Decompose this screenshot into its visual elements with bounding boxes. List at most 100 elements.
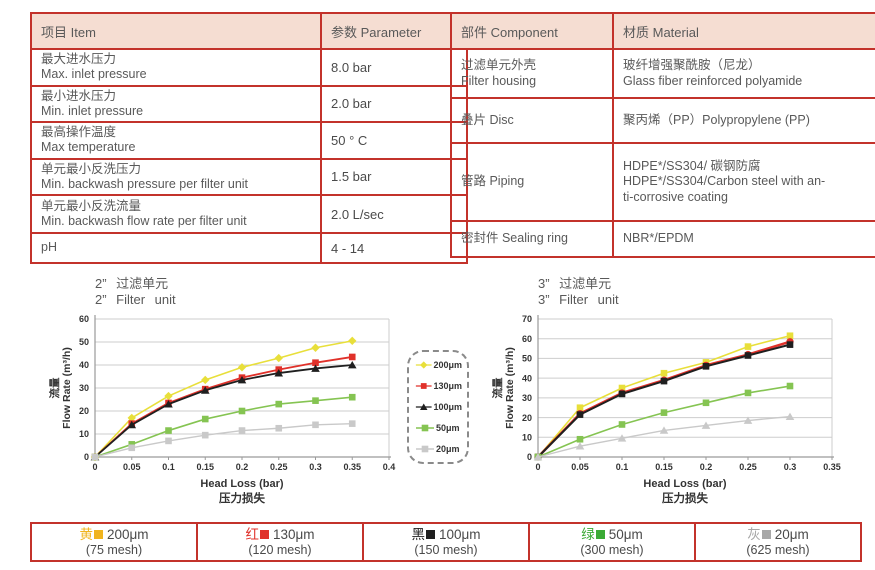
component-cell: 密封件 Sealing ring [450,220,614,258]
x-tick-label: 0.05 [123,462,141,472]
marker-diamond [237,362,247,371]
material-header-row: 部件 Component 材质 Material [450,12,875,50]
marker-square [786,340,794,348]
material-cell: HDPE*/SS304/ 碳钢防腐 HDPE*/SS304/Carbon stee… [612,142,875,222]
color-name-cn: 红 [245,526,259,542]
y-axis-title-en: Flow Rate (m³/h) [504,347,516,429]
marker-square [421,424,429,432]
x-axis-title-en: Head Loss (bar) [643,478,726,490]
marker-square [238,407,246,414]
material-row: 管路 Piping HDPE*/SS304/ 碳钢防腐 HDPE*/SS304/Ca… [450,142,875,222]
y-tick-label: 0 [84,452,89,462]
spec-value-cell: 4 - 14 [320,232,468,264]
spec-item-cell: 最高操作温度 Max temperature [30,121,322,160]
color-swatch-square [93,530,103,540]
marker-triangle [743,416,753,424]
material-line: HDPE*/SS304/Carbon steel with an- [623,174,826,189]
spec-item-cell: 最大进水压力 Max. inlet pressure [30,48,322,87]
chart-3in-plot: 0 0.05 0.1 0.15 0.2 0.25 0.3 0.35 0 10 20 30 40 50 60 7… [488,309,860,511]
marker-triangle [127,420,137,428]
marker-square [312,421,319,428]
chart-2in-title-en: 2” Filter unit [95,292,176,308]
marker-square [660,377,668,384]
material-cell: NBR*/EPDM [612,220,875,258]
material-line: NBR*/EPDM [623,231,694,246]
material-row: 叠片 Disc 聚丙烯（PP）Polypropylene (PP) [450,97,875,144]
chart-2in-plot: 0 0.05 0.1 0.15 0.2 0.25 0.3 0.35 0.4 0 10 20 30 40 50… [45,309,417,511]
marker-diamond [274,353,283,362]
marker-square [744,351,752,359]
marker-square [128,440,136,448]
marker-square [702,398,710,406]
spec-value-cell: 50 ° C [320,121,468,160]
chart-2in-title: 2” 过滤单元 2” Filter unit [95,276,417,309]
component-line: 过滤单元外壳 [461,58,537,73]
material-line: 聚丙烯（PP）Polypropylene (PP) [623,112,810,127]
series-line-50μm [537,384,791,458]
spec-item-en: Max temperature [41,140,136,155]
spec-item-cell: 单元最小反洗压力 Min. backwash pressure per filte… [30,157,322,196]
marker-square [576,403,584,411]
marker-square [348,393,356,400]
x-tick-label: 0 [92,462,97,472]
series-legend-box: 200μm 130μm 100μm 50μm 20μm [407,350,469,464]
x-tick-label: 0.15 [655,462,673,472]
color-swatch-square [761,530,771,540]
x-tick-label: 0.3 [309,462,322,472]
bottom-legend-cell: 灰 20μm (625 mesh) [696,524,860,560]
bottom-legend-line1: 灰 20μm [747,527,809,543]
material-row: 密封件 Sealing ring NBR*/EPDM [450,220,875,258]
marker-triangle [347,360,357,368]
material-header-component: 部件 Component [450,12,614,50]
component-line: 叠片 Disc [461,112,514,127]
marker-triangle [785,412,795,420]
series-line-100μm [94,363,353,458]
y-tick-label: 50 [522,353,532,363]
spec-value-cell: 8.0 bar [320,48,468,87]
spec-item-cn: 最高操作温度 [41,125,117,139]
material-cell: 玻纤增强聚酰胺（尼龙） Glass fiber reinforced polyam… [612,48,875,99]
marker-square [618,420,626,428]
mesh-size-label: (150 mesh) [414,542,478,557]
marker-triangle [237,375,247,383]
x-tick-label: 0.25 [270,462,288,472]
marker-diamond [311,343,320,352]
material-line: HDPE*/SS304/ 碳钢防腐 [623,158,761,173]
spec-item-cn: 最小进水压力 [41,88,117,103]
y-tick-label: 40 [522,373,532,383]
spec-row: 最大进水压力 Max. inlet pressure 8.0 bar [30,48,468,87]
spec-header-row: 项目 Item 参数 Parameter [30,12,468,50]
material-row: 过滤单元外壳 Filter housing 玻纤增强聚酰胺（尼龙） Glass fib… [450,48,875,99]
bottom-legend-line1: 绿 50μm [581,527,643,543]
marker-square [275,400,283,407]
y-tick-label: 70 [522,314,532,324]
marker-square [618,384,626,391]
material-table: 部件 Component 材质 Material 过滤单元外壳 Filter hous… [450,12,875,258]
x-tick-label: 0.35 [823,462,841,472]
series-legend-swatch [415,361,432,369]
marker-triangle [701,420,711,429]
series-legend-item: 100μm [415,402,462,412]
spec-item-en: Min. backwash flow rate per filter unit [41,214,247,228]
color-name-cn: 灰 [747,526,761,542]
y-tick-label: 20 [79,406,89,416]
bottom-legend-cell: 绿 50μm (300 mesh) [530,524,696,560]
spec-item-en: Min. backwash pressure per filter unit [41,176,249,191]
x-tick-label: 0.35 [343,462,361,472]
spec-item-en: Max. inlet pressure [41,67,147,82]
y-axis-title: 流量Flow Rate (m³/h) [48,347,73,429]
bottom-legend-bar: 黄 200μm (75 mesh) 红 130μm (120 mesh) 黑 100μm (15… [30,522,862,562]
spec-item-cn: 单元最小反洗压力 [41,161,142,176]
spec-value-cell: 2.0 bar [320,84,468,123]
x-axis-title-en: Head Loss (bar) [200,478,283,490]
spec-value-cell: 2.0 L/sec [320,194,468,234]
chart-2in-title-cn: 2” 过滤单元 [95,276,169,291]
marker-diamond [127,413,136,422]
component-line: 密封件 Sealing ring [461,231,568,246]
micron-size-label: 130μm [272,526,315,542]
spec-item-cell: pH [30,232,322,264]
x-tick-label: 0.15 [196,462,214,472]
marker-square [660,369,668,377]
series-line-130μm [94,355,353,458]
